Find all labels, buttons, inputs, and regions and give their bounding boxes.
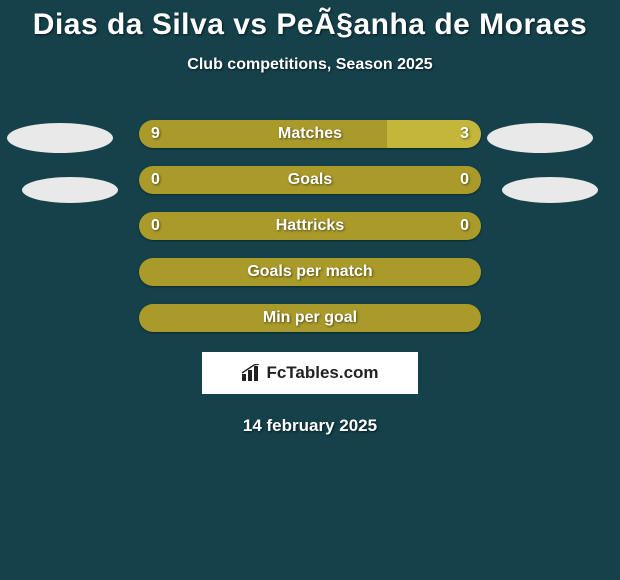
comparison-infographic: Dias da Silva vs PeÃ§anha de Moraes Club… [0, 0, 620, 580]
stat-left-segment [139, 304, 481, 332]
stat-row-min_per_goal: Min per goal [139, 304, 481, 332]
stat-row-hattricks: 00Hattricks [139, 212, 481, 240]
stat-right-segment: 3 [387, 120, 481, 148]
subtitle: Club competitions, Season 2025 [0, 56, 620, 74]
stat-left-segment: 0 [139, 212, 310, 240]
stat-left-segment: 9 [139, 120, 387, 148]
page-title: Dias da Silva vs PeÃ§anha de Moraes [0, 0, 620, 42]
stat-left-value: 0 [151, 171, 160, 189]
player-left-ellipse-2 [22, 177, 118, 203]
stat-row-goals: 00Goals [139, 166, 481, 194]
stat-right-value: 3 [460, 125, 469, 143]
stat-right-value: 0 [460, 171, 469, 189]
stat-left-value: 9 [151, 125, 160, 143]
player-right-ellipse-2 [502, 177, 598, 203]
stat-left-value: 0 [151, 217, 160, 235]
date-text: 14 february 2025 [0, 416, 620, 436]
player-right-ellipse-1 [487, 123, 593, 153]
stat-row-matches: 93Matches [139, 120, 481, 148]
stat-right-segment: 0 [310, 212, 481, 240]
player-left-ellipse-1 [7, 123, 113, 153]
stat-right-value: 0 [460, 217, 469, 235]
logo-text: FcTables.com [266, 363, 378, 383]
stat-left-segment: 0 [139, 166, 310, 194]
stat-row-goals_per_match: Goals per match [139, 258, 481, 286]
fctables-logo: FcTables.com [202, 352, 418, 394]
stat-left-segment [139, 258, 481, 286]
stat-right-segment: 0 [310, 166, 481, 194]
bar-chart-icon [241, 364, 263, 382]
